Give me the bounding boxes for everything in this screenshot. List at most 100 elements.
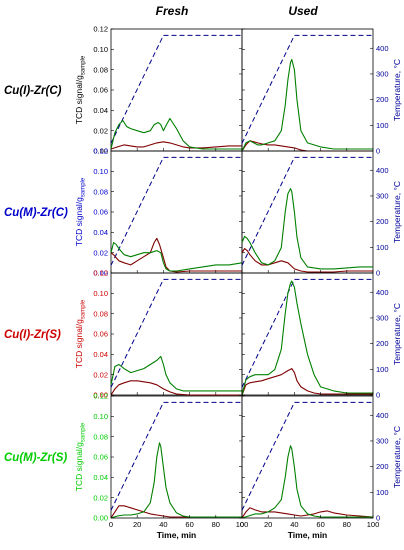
right-tick-label: 0 [376, 514, 380, 523]
x-tick-label: 80 [212, 520, 220, 529]
left-tick-label: 0.02 [93, 248, 108, 257]
left-tick-label: 0.12 [93, 147, 108, 156]
left-axis-title-sub: sample [81, 177, 87, 197]
series-darkred-line [110, 237, 242, 273]
series-darkred-line [241, 368, 373, 396]
temperature-ramp-line [110, 401, 242, 511]
panel-0-1 [241, 28, 374, 152]
left-axis-title-main: TCD signal/g [74, 319, 84, 368]
right-axis-title: Temperature, °C [392, 303, 402, 365]
left-tick-label: 0.08 [93, 432, 108, 441]
right-tick-label: 400 [376, 288, 389, 297]
panel-grid [110, 28, 374, 519]
temperature-ramp-line [110, 278, 242, 388]
right-tick-label: 200 [376, 339, 389, 348]
panel-frame [110, 150, 243, 274]
series-darkred-line [110, 380, 242, 396]
left-tick-label: 0.02 [93, 126, 108, 135]
x-tick-label: 0 [240, 520, 244, 529]
x-tick-label: 60 [316, 520, 324, 529]
panel-frame [110, 395, 243, 519]
temperature-ramp-line [241, 401, 373, 511]
panel-1-1 [241, 150, 374, 274]
row-label: Cu(M)-Zr(C) [4, 207, 68, 219]
series-green-line [110, 442, 242, 519]
temperature-ramp-line [241, 34, 373, 144]
column-title-used: Used [288, 4, 318, 18]
panel-frame [110, 272, 243, 396]
series-green-line [241, 445, 373, 519]
x-axis-title: Time, min [288, 530, 328, 540]
series-green-line [241, 58, 373, 152]
left-axis-title: TCD signal/gsample [74, 299, 87, 368]
x-tick-label: 20 [133, 520, 141, 529]
left-tick-label: 0.12 [93, 25, 108, 34]
right-tick-label: 400 [376, 411, 389, 420]
right-tick-label: 200 [376, 462, 389, 471]
panel-1-0 [110, 150, 243, 274]
left-axis-title-sub: sample [81, 55, 87, 75]
left-tick-label: 0.06 [93, 86, 108, 95]
left-tick-label: 0.12 [93, 269, 108, 278]
right-tick-label: 200 [376, 217, 389, 226]
series-green-line [241, 188, 373, 270]
left-tick-label: 0.04 [93, 473, 108, 482]
left-tick-label: 0.12 [93, 392, 108, 401]
left-axis-title-main: TCD signal/g [74, 442, 84, 491]
x-tick-label: 40 [290, 520, 298, 529]
x-tick-label: 100 [367, 520, 380, 529]
x-tick-label: 20 [264, 520, 272, 529]
left-tick-label: 0.04 [93, 106, 108, 115]
x-tick-label: 100 [236, 520, 249, 529]
right-tick-label: 300 [376, 70, 389, 79]
left-tick-label: 0.10 [93, 412, 108, 421]
right-tick-label: 100 [376, 365, 389, 374]
panel-frame [241, 150, 374, 274]
panel-3-0 [110, 395, 243, 519]
x-tick-label: 0 [109, 520, 113, 529]
right-tick-label: 100 [376, 488, 389, 497]
left-tick-label: 0.08 [93, 65, 108, 74]
left-tick-label: 0.08 [93, 187, 108, 196]
right-tick-label: 300 [376, 192, 389, 201]
panel-2-1 [241, 272, 374, 396]
left-axis-title: TCD signal/gsample [74, 177, 87, 246]
right-tick-label: 100 [376, 243, 389, 252]
right-tick-label: 400 [376, 166, 389, 175]
row-label: Cu(M)-Zr(S) [4, 452, 67, 464]
left-tick-label: 0.10 [93, 167, 108, 176]
left-tick-label: 0.00 [93, 269, 108, 278]
left-tick-label: 0.04 [93, 350, 108, 359]
left-tick-label: 0.06 [93, 453, 108, 462]
panel-0-0 [110, 28, 243, 152]
panel-3-1 [241, 395, 374, 519]
left-axis-title: TCD signal/gsample [74, 55, 87, 124]
left-tick-label: 0.10 [93, 45, 108, 54]
panel-2-0 [110, 272, 243, 396]
left-tick-label: 0.06 [93, 208, 108, 217]
series-green-line [110, 117, 242, 150]
series-green-line [241, 280, 373, 396]
left-tick-label: 0.00 [93, 147, 108, 156]
left-tick-label: 0.00 [93, 391, 108, 400]
right-axis-title: Temperature, °C [392, 59, 402, 121]
temperature-ramp-line [241, 278, 373, 388]
right-tick-label: 400 [376, 44, 389, 53]
left-tick-label: 0.06 [93, 330, 108, 339]
right-tick-label: 0 [376, 269, 380, 278]
series-green-line [110, 355, 242, 392]
right-tick-label: 300 [376, 314, 389, 323]
temperature-ramp-line [110, 34, 242, 144]
right-axis-title: Temperature, °C [392, 426, 402, 488]
row-labels: 0.000.020.040.060.080.100.12010020030040… [4, 25, 402, 540]
x-tick-label: 40 [159, 520, 167, 529]
panel-frame [241, 272, 374, 396]
right-tick-label: 100 [376, 121, 389, 130]
series-green-line [110, 241, 243, 272]
right-tick-label: 0 [376, 147, 380, 156]
panel-frame [241, 395, 374, 519]
left-axis-title-main: TCD signal/g [74, 75, 84, 124]
right-tick-label: 200 [376, 95, 389, 104]
left-tick-label: 0.08 [93, 309, 108, 318]
